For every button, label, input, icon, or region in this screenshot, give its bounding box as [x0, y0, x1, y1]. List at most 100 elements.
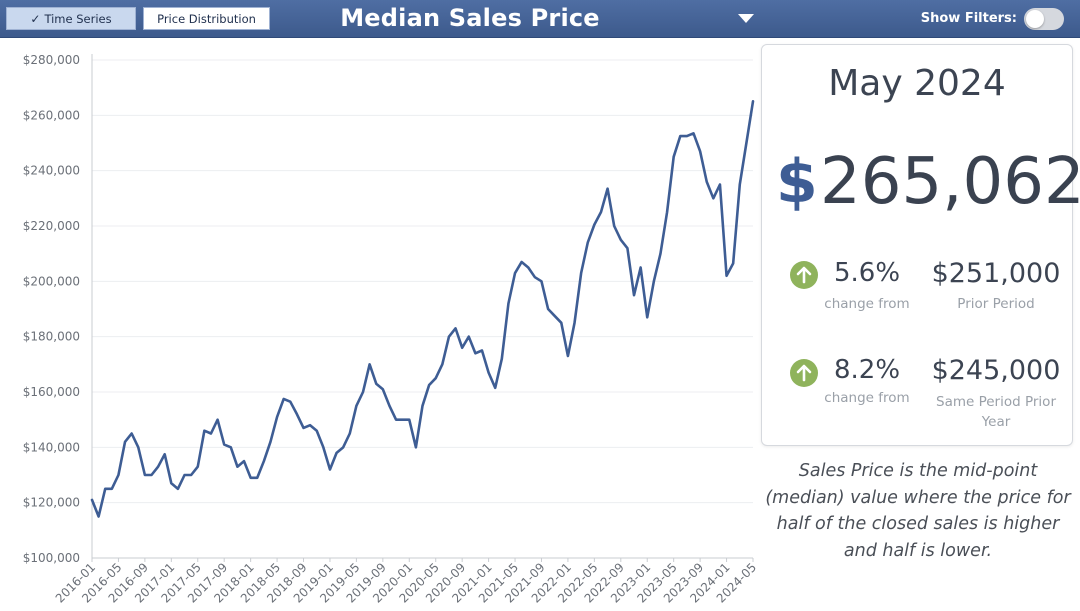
data-point[interactable] — [584, 239, 591, 246]
data-point[interactable] — [280, 395, 287, 402]
data-point[interactable] — [221, 441, 228, 448]
show-filters-toggle[interactable] — [1024, 8, 1064, 30]
data-point[interactable] — [657, 250, 664, 257]
data-point[interactable] — [432, 375, 439, 382]
data-point[interactable] — [247, 474, 254, 481]
data-point[interactable] — [293, 411, 300, 418]
data-point[interactable] — [201, 427, 208, 434]
data-point[interactable] — [644, 314, 651, 321]
data-point[interactable] — [604, 185, 611, 192]
data-point[interactable] — [518, 258, 525, 265]
data-point[interactable] — [650, 278, 657, 285]
data-point[interactable] — [95, 513, 102, 520]
data-point[interactable] — [307, 422, 314, 429]
data-point[interactable] — [703, 178, 710, 185]
data-point[interactable] — [326, 466, 333, 473]
data-point[interactable] — [254, 474, 261, 481]
data-point[interactable] — [141, 472, 148, 479]
data-point[interactable] — [155, 463, 162, 470]
data-point[interactable] — [287, 398, 294, 405]
data-point[interactable] — [128, 430, 135, 437]
data-point[interactable] — [743, 140, 750, 147]
data-point[interactable] — [379, 386, 386, 393]
data-point[interactable] — [505, 300, 512, 307]
data-point[interactable] — [241, 458, 248, 465]
data-point[interactable] — [710, 195, 717, 202]
data-point[interactable] — [313, 427, 320, 434]
data-point[interactable] — [465, 333, 472, 340]
tab-time-series[interactable]: ✓ Time Series — [6, 7, 136, 30]
data-point[interactable] — [617, 236, 624, 243]
data-point[interactable] — [736, 181, 743, 188]
data-point[interactable] — [551, 312, 558, 319]
data-point[interactable] — [393, 416, 400, 423]
data-point[interactable] — [181, 472, 188, 479]
data-point[interactable] — [135, 444, 142, 451]
data-point[interactable] — [108, 485, 115, 492]
data-point[interactable] — [624, 245, 631, 252]
data-point[interactable] — [227, 444, 234, 451]
data-point[interactable] — [346, 430, 353, 437]
data-point[interactable] — [670, 153, 677, 160]
data-point[interactable] — [452, 325, 459, 332]
data-point[interactable] — [564, 353, 571, 360]
data-point[interactable] — [161, 451, 168, 458]
data-point[interactable] — [637, 264, 644, 271]
data-point[interactable] — [750, 98, 757, 105]
tab-price-distribution[interactable]: Price Distribution — [143, 7, 270, 30]
data-point[interactable] — [571, 319, 578, 326]
data-point[interactable] — [485, 369, 492, 376]
data-point[interactable] — [406, 416, 413, 423]
data-point[interactable] — [122, 438, 129, 445]
data-point[interactable] — [578, 270, 585, 277]
data-point[interactable] — [194, 463, 201, 470]
data-point[interactable] — [174, 485, 181, 492]
data-point[interactable] — [459, 344, 466, 351]
data-point[interactable] — [260, 458, 267, 465]
data-point[interactable] — [267, 438, 274, 445]
data-point[interactable] — [214, 416, 221, 423]
data-point[interactable] — [697, 148, 704, 155]
chevron-down-icon[interactable] — [738, 14, 754, 23]
data-point[interactable] — [597, 209, 604, 216]
data-point[interactable] — [545, 306, 552, 313]
data-point[interactable] — [683, 133, 690, 140]
data-point[interactable] — [399, 416, 406, 423]
data-point[interactable] — [478, 347, 485, 354]
data-point[interactable] — [188, 472, 195, 479]
data-point[interactable] — [333, 449, 340, 456]
data-point[interactable] — [340, 444, 347, 451]
data-point[interactable] — [207, 430, 214, 437]
data-point[interactable] — [492, 384, 499, 391]
data-point[interactable] — [412, 444, 419, 451]
data-point[interactable] — [320, 444, 327, 451]
data-point[interactable] — [498, 355, 505, 362]
data-point[interactable] — [148, 472, 155, 479]
data-point[interactable] — [664, 209, 671, 216]
data-point[interactable] — [234, 463, 241, 470]
data-point[interactable] — [89, 496, 96, 503]
data-point[interactable] — [631, 292, 638, 299]
data-point[interactable] — [558, 319, 565, 326]
data-point[interactable] — [366, 361, 373, 368]
data-point[interactable] — [445, 333, 452, 340]
data-point[interactable] — [300, 424, 307, 431]
data-point[interactable] — [677, 133, 684, 140]
data-point[interactable] — [373, 380, 380, 387]
data-point[interactable] — [115, 472, 122, 479]
data-point[interactable] — [531, 274, 538, 281]
data-point[interactable] — [591, 221, 598, 228]
data-point[interactable] — [386, 402, 393, 409]
data-point[interactable] — [426, 382, 433, 389]
data-point[interactable] — [439, 361, 446, 368]
data-point[interactable] — [611, 223, 618, 230]
data-point[interactable] — [274, 413, 281, 420]
data-point[interactable] — [723, 272, 730, 279]
data-point[interactable] — [472, 350, 479, 357]
data-point[interactable] — [360, 389, 367, 396]
data-point[interactable] — [690, 130, 697, 137]
data-point[interactable] — [525, 264, 532, 271]
data-point[interactable] — [538, 278, 545, 285]
data-point[interactable] — [419, 402, 426, 409]
data-point[interactable] — [716, 181, 723, 188]
